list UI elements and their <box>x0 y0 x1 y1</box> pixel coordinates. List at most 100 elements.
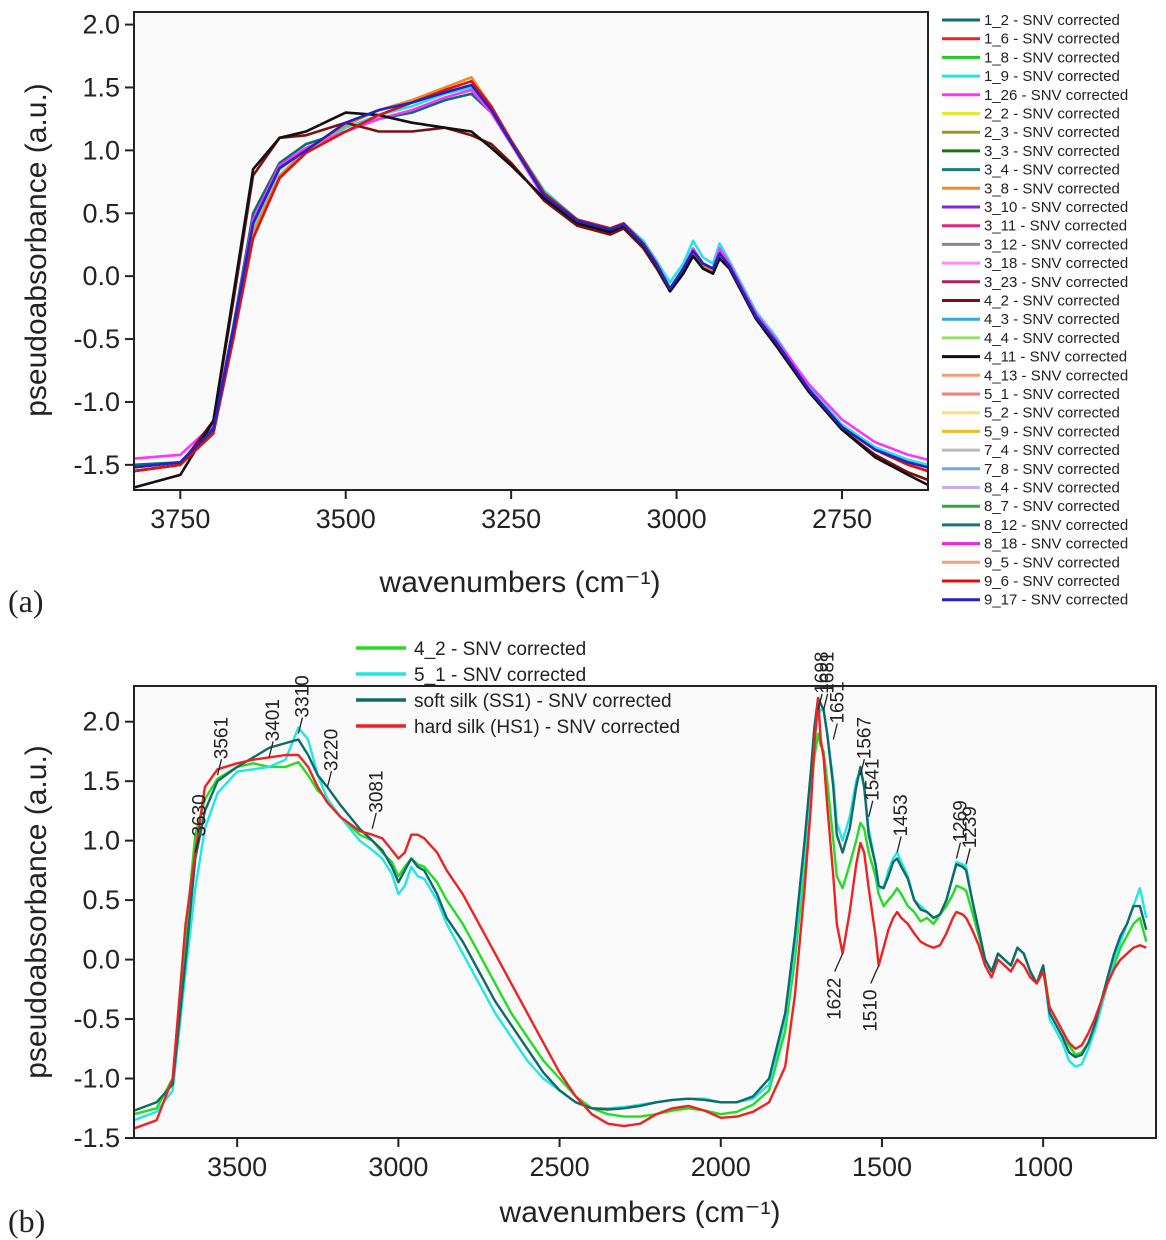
legend-entry: 4_11 - SNV corrected <box>984 349 1127 366</box>
annotation-label: 1239 <box>960 806 981 848</box>
legend-entry: 1_6 - SNV corrected <box>984 31 1120 48</box>
legend-entry: 1_26 - SNV corrected <box>984 87 1128 104</box>
annotation-label: 1510 <box>861 990 882 1032</box>
annotation-label: 3081 <box>366 770 387 812</box>
legend-entry: 3_12 - SNV corrected <box>984 236 1128 253</box>
panel-b-y-axis-title: pseudoabsorbance (a.u.) <box>20 745 53 1079</box>
annotation-label: 3401 <box>263 699 284 741</box>
annotation-leader <box>297 717 304 734</box>
x-tick-label: 3500 <box>207 1152 267 1182</box>
legend-entry: 7_8 - SNV corrected <box>984 461 1120 478</box>
annotation-label: 1698 <box>812 652 833 694</box>
legend-entry: 1_8 - SNV corrected <box>984 49 1120 66</box>
x-tick-label: 2750 <box>812 504 872 534</box>
y-tick-label: 0.5 <box>82 885 120 915</box>
legend-entry: 4_3 - SNV corrected <box>984 311 1120 328</box>
y-tick-label: -0.5 <box>73 1004 120 1034</box>
annotation-label: 1651 <box>827 681 848 723</box>
panel-a: 3750 3500 3250 3000 2750 2.0 1.5 1.0 0.5 0.0 -0.5 -… <box>8 10 1128 619</box>
annotation-label: 1681 <box>818 652 839 694</box>
annotation-leader <box>859 759 865 776</box>
panel-a-plot-area <box>134 12 928 490</box>
annotation-label: 3630 <box>189 794 210 836</box>
annotation-label: 1622 <box>825 978 846 1020</box>
annotation-label: 1453 <box>891 794 912 836</box>
annotation-leader <box>371 812 377 829</box>
annotation-leader <box>832 723 838 740</box>
panel-a-y-axis-title: pseudoabsorbance (a.u.) <box>20 83 53 417</box>
annotation-leader <box>822 693 829 710</box>
legend-entry: 1_2 - SNV corrected <box>984 12 1120 29</box>
panel-b-legend: 4_2 - SNV corrected 5_1 - SNV corrected so… <box>356 639 680 738</box>
legend-entry: 4_4 - SNV corrected <box>984 330 1120 347</box>
annotation-label: 1541 <box>863 759 884 801</box>
legend-entry: 4_13 - SNV corrected <box>984 367 1128 384</box>
legend-entry: 2_2 - SNV corrected <box>984 106 1120 123</box>
legend-entry: 3_23 - SNV corrected <box>984 274 1128 291</box>
annotation-leader <box>268 741 274 758</box>
annotation-label: 3220 <box>321 729 342 771</box>
series-line-9_17 <box>133 83 929 469</box>
x-tick-label: 3000 <box>647 504 707 534</box>
x-tick-label: 1500 <box>852 1152 912 1182</box>
x-tick-label: 1000 <box>1013 1152 1073 1182</box>
y-tick-label: 1.5 <box>82 766 120 796</box>
y-tick-label: -1.5 <box>73 1123 120 1153</box>
legend-entry: soft silk (SS1) - SNV corrected <box>414 691 672 712</box>
legend-entry: 3_18 - SNV corrected <box>984 255 1128 272</box>
annotation-label: 1567 <box>854 717 875 759</box>
y-tick-label: 0.0 <box>82 261 120 291</box>
y-tick-label: -1.0 <box>73 1064 120 1094</box>
annotation-leader <box>868 800 874 817</box>
legend-entry: 3_10 - SNV corrected <box>984 199 1128 216</box>
annotation-leader <box>817 693 823 710</box>
annotation-leader <box>326 770 333 788</box>
y-tick-label: 1.0 <box>82 826 120 856</box>
x-tick-label: 2500 <box>530 1152 590 1182</box>
legend-entry: 7_4 - SNV corrected <box>984 442 1120 459</box>
y-tick-label: 2.0 <box>82 10 120 40</box>
annotation-leader <box>965 848 971 865</box>
annotation-leader <box>870 965 880 984</box>
panel-b-label: (b) <box>8 1203 45 1239</box>
series-line-SS1 <box>133 696 1148 1112</box>
legend-entry: 8_7 - SNV corrected <box>984 498 1120 515</box>
y-tick-label: 1.0 <box>82 135 120 165</box>
legend-entry: 8_12 - SNV corrected <box>984 517 1128 534</box>
legend-entry: 9_5 - SNV corrected <box>984 554 1120 571</box>
y-tick-label: -1.5 <box>73 450 120 480</box>
panel-b-series-group <box>133 696 1148 1130</box>
annotation-leader <box>955 842 962 859</box>
annotation-leader <box>896 836 902 853</box>
legend-entry: 4_2 - SNV corrected <box>414 639 586 660</box>
legend-entry: 1_9 - SNV corrected <box>984 68 1120 85</box>
legend-entry: 9_17 - SNV corrected <box>984 592 1128 609</box>
legend-entry: 8_4 - SNV corrected <box>984 480 1120 497</box>
x-tick-label: 3250 <box>481 504 541 534</box>
legend-entry: 3_11 - SNV corrected <box>984 218 1127 235</box>
legend-entry: hard silk (HS1) - SNV corrected <box>414 717 680 738</box>
annotation-label: 1269 <box>950 800 971 842</box>
series-line-HS1 <box>133 696 1147 1130</box>
annotation-leader <box>194 836 200 853</box>
legend-entry: 3_4 - SNV corrected <box>984 162 1120 179</box>
panel-b: 3500 3000 2500 2000 1500 1000 2.0 1.5 1.0 0.5 0.0 -… <box>8 639 1157 1239</box>
panel-b-axis-frame <box>133 685 1157 1139</box>
x-tick-label: 3750 <box>150 504 210 534</box>
legend-entry: 4_2 - SNV corrected <box>984 293 1120 310</box>
y-tick-label: -0.5 <box>73 324 120 354</box>
legend-entry: 5_2 - SNV corrected <box>984 405 1120 422</box>
legend-entry: 5_1 - SNV corrected <box>414 665 586 686</box>
annotation-label: 3561 <box>212 717 233 759</box>
legend-entry: 2_3 - SNV corrected <box>984 124 1120 141</box>
panel-a-x-axis-title: wavenumbers (cm⁻¹) <box>379 566 661 599</box>
panel-a-axis-frame <box>133 11 929 491</box>
y-tick-label: 1.5 <box>82 72 120 102</box>
legend-entry: 3_3 - SNV corrected <box>984 143 1120 160</box>
annotation-label: 3310 <box>292 675 313 717</box>
y-tick-label: -1.0 <box>73 387 120 417</box>
x-tick-label: 3000 <box>368 1152 428 1182</box>
y-tick-label: 0.5 <box>82 198 120 228</box>
